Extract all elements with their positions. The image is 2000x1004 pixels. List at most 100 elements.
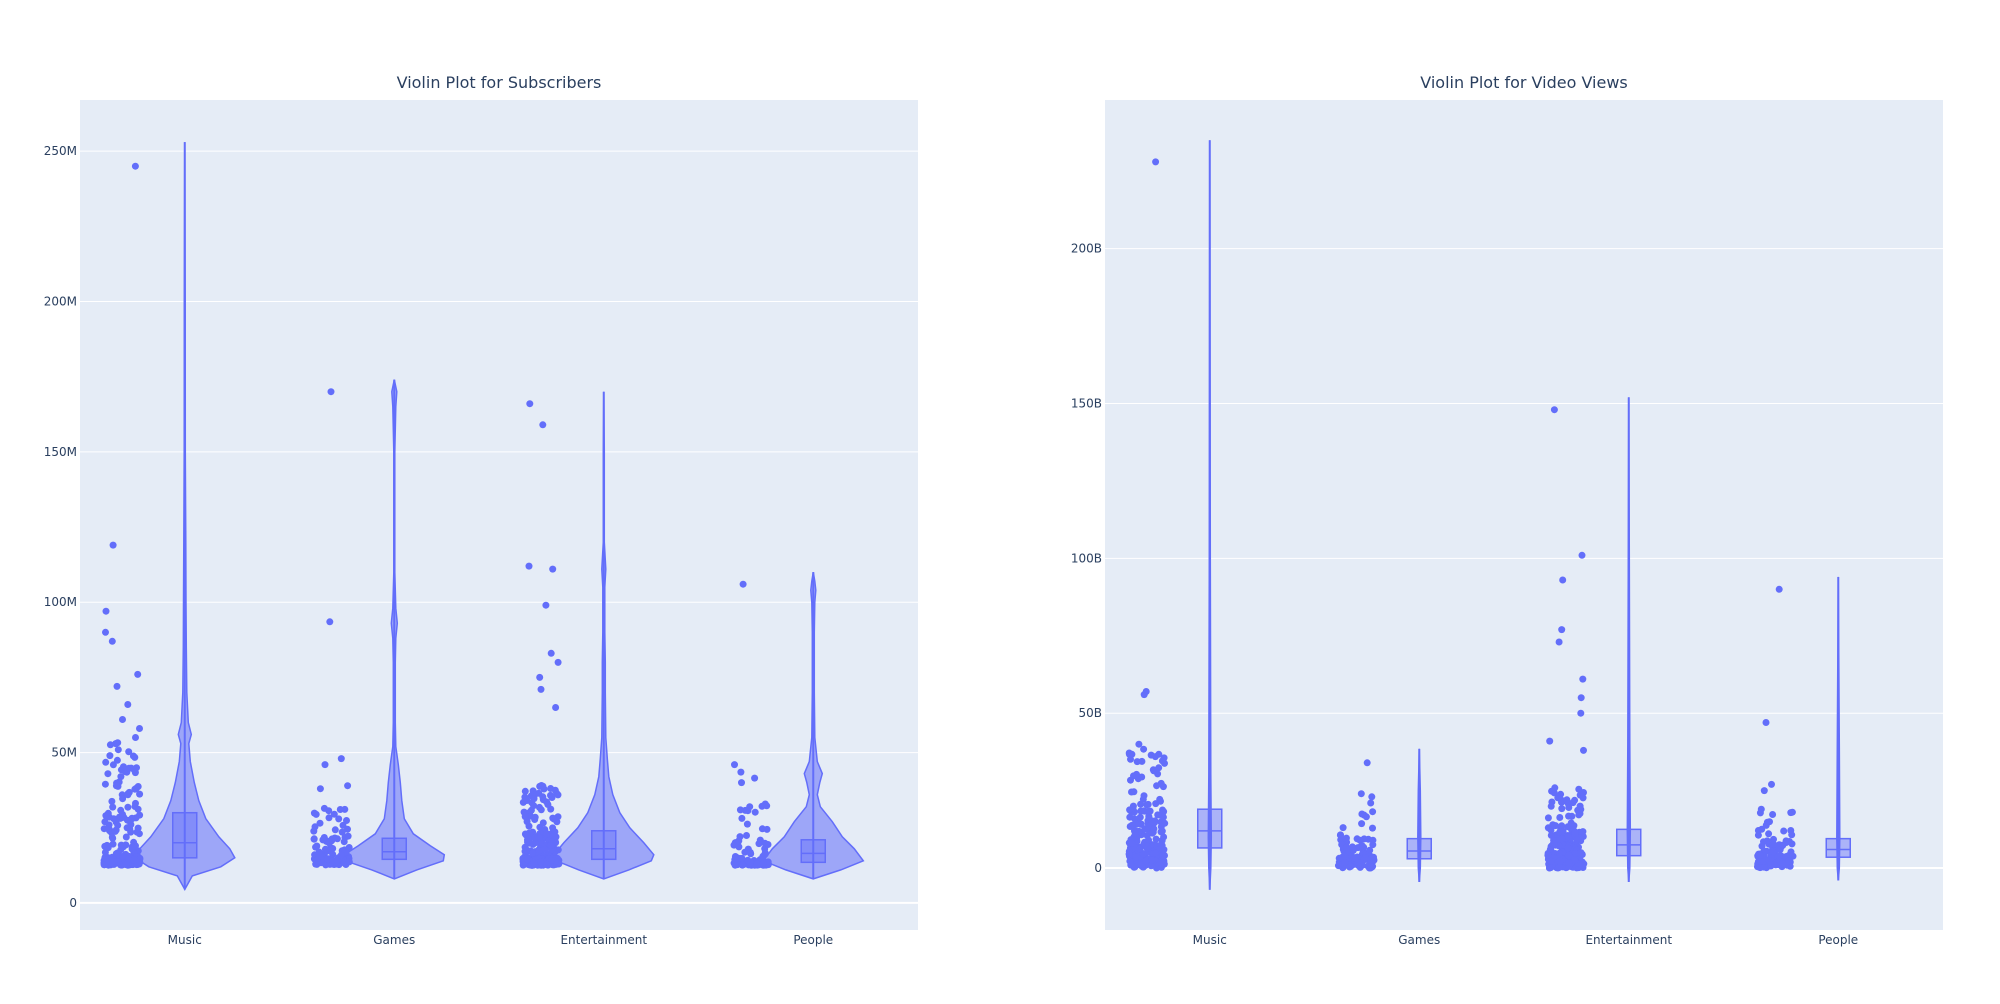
data-point [1369,808,1377,816]
data-point [337,851,345,859]
data-point [344,825,351,833]
data-point [102,812,110,820]
data-point [124,803,132,811]
data-point [531,816,539,823]
data-point [1760,787,1768,795]
data-point [549,565,557,573]
data-point [543,830,551,838]
data-point [1546,846,1554,853]
x-tick-label: Entertainment [1585,933,1672,947]
data-point [1133,770,1140,778]
plot-area [80,100,918,930]
data-point [738,861,746,869]
data-point [1348,843,1356,851]
data-point [109,840,117,848]
data-point [1565,804,1573,811]
data-point [1136,813,1144,821]
data-point [1765,856,1773,864]
data-point [119,843,127,851]
data-point [1788,831,1796,839]
data-point [1336,831,1344,839]
data-point [1152,835,1160,843]
data-point [1367,863,1375,871]
data-point [1157,797,1164,805]
data-point [109,803,117,811]
data-point [756,836,764,844]
data-point [1142,857,1150,865]
data-point [337,755,345,763]
data-point [529,828,537,836]
iqr-box [1197,808,1223,849]
data-point [1769,811,1777,818]
iqr-box [1406,837,1432,860]
data-point [1367,799,1375,807]
data-point [1756,851,1764,859]
data-point [552,704,560,711]
data-point [539,819,547,827]
data-point [1358,810,1366,818]
plot-area [1105,100,1943,930]
data-point [319,836,327,844]
data-point [735,837,743,845]
data-point [111,827,119,835]
data-point [1152,849,1159,857]
data-point [335,815,343,823]
data-point [544,801,552,808]
data-point [1765,830,1773,838]
data-point [125,855,133,863]
data-point [1151,819,1158,827]
data-point [1160,754,1168,762]
data-point [330,810,338,818]
data-point [1136,845,1143,853]
data-point [1554,794,1562,802]
data-point [321,761,329,769]
y-tick-label: 100B [1071,551,1102,565]
data-point [1130,788,1138,796]
data-point [1149,766,1157,774]
violin-group-music [100,142,236,891]
data-point [537,858,545,866]
data-point [1772,861,1780,869]
data-point [1580,746,1587,754]
data-point [1579,794,1587,802]
data-point [1335,854,1343,862]
data-point [325,814,333,822]
data-point [136,725,143,732]
data-point [128,815,136,823]
data-point [134,783,142,790]
data-point [539,421,547,429]
data-point [548,794,556,801]
iqr-box [381,837,407,861]
violin-group-games [1335,748,1432,883]
data-point [531,834,539,841]
data-point [535,847,543,855]
data-point [746,803,754,811]
data-point [1565,812,1573,820]
data-point [1358,842,1366,849]
data-point [1358,820,1366,828]
data-point [1556,857,1564,865]
data-point [1156,858,1164,866]
data-point [1571,829,1579,837]
data-point [1158,844,1166,852]
x-tick-label: Games [1398,933,1440,947]
data-point [738,854,746,862]
data-point [114,746,122,754]
x-tick-label: Music [168,933,202,947]
data-point [315,848,323,856]
data-point [526,400,534,408]
data-point [1126,813,1134,821]
data-point [1577,849,1585,857]
data-point [1754,827,1762,834]
data-point [114,821,122,829]
data-point [1770,835,1777,843]
data-point [109,858,117,866]
data-point [530,795,538,803]
data-point [763,825,771,833]
data-point [131,803,139,810]
data-point [344,832,352,840]
data-point [327,388,335,396]
data-point [310,835,318,843]
data-point [132,734,139,741]
